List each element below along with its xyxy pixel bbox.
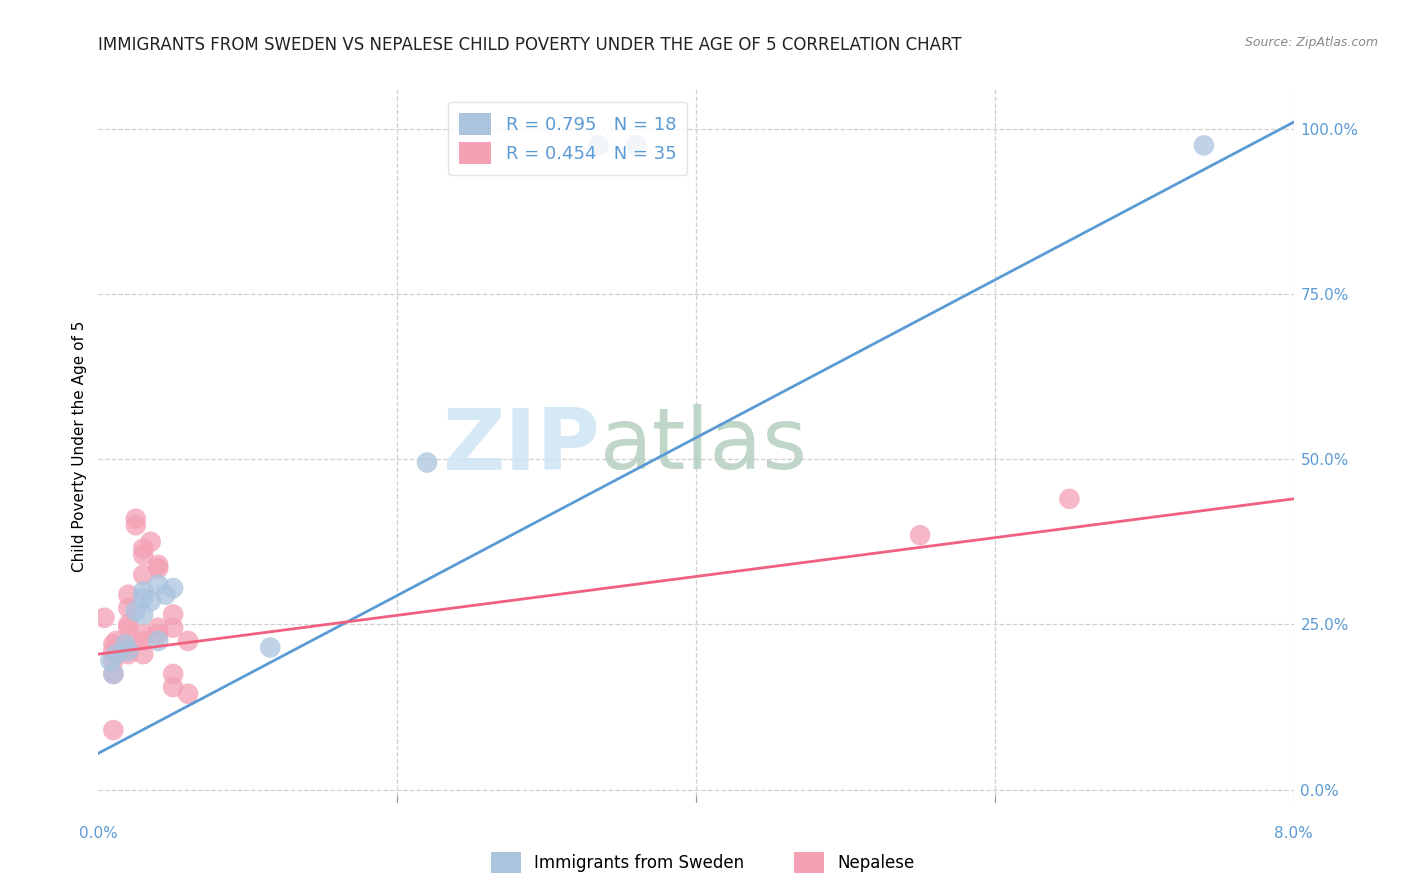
Point — [132, 647, 155, 661]
Point — [98, 654, 122, 668]
Point — [117, 617, 139, 632]
Point — [103, 723, 125, 738]
Point — [117, 637, 139, 651]
Point — [117, 647, 139, 661]
Point — [103, 667, 125, 681]
Point — [148, 627, 170, 641]
Point — [117, 644, 139, 658]
Point — [117, 588, 139, 602]
Point — [125, 511, 148, 525]
Point — [132, 591, 155, 605]
Point — [148, 558, 170, 572]
Point — [259, 640, 281, 655]
Point — [624, 138, 647, 153]
Y-axis label: Child Poverty Under the Age of 5: Child Poverty Under the Age of 5 — [72, 320, 87, 572]
Point — [1192, 138, 1215, 153]
Point — [177, 687, 200, 701]
Point — [132, 567, 155, 582]
Point — [588, 138, 610, 153]
Point — [103, 654, 125, 668]
Point — [117, 621, 139, 635]
Text: ZIP: ZIP — [443, 404, 600, 488]
Text: 0.0%: 0.0% — [79, 826, 118, 841]
Point — [132, 584, 155, 599]
Text: 8.0%: 8.0% — [1274, 826, 1313, 841]
Point — [117, 644, 139, 658]
Point — [132, 634, 155, 648]
Point — [114, 637, 136, 651]
Point — [117, 600, 139, 615]
Point — [125, 604, 148, 618]
Point — [148, 578, 170, 592]
Point — [103, 644, 125, 658]
Point — [132, 607, 155, 622]
Point — [177, 634, 200, 648]
Point — [103, 667, 125, 681]
Point — [132, 541, 155, 556]
Point — [155, 588, 177, 602]
Point — [162, 607, 184, 622]
Point — [148, 634, 170, 648]
Point — [162, 581, 184, 595]
Point — [162, 667, 184, 681]
Point — [148, 621, 170, 635]
Legend: R = 0.795   N = 18, R = 0.454   N = 35: R = 0.795 N = 18, R = 0.454 N = 35 — [449, 102, 688, 175]
Legend: Immigrants from Sweden, Nepalese: Immigrants from Sweden, Nepalese — [484, 846, 922, 880]
Point — [105, 634, 128, 648]
Point — [103, 637, 125, 651]
Point — [148, 561, 170, 575]
Point — [162, 680, 184, 694]
Point — [139, 594, 162, 608]
Point — [1059, 491, 1081, 506]
Point — [105, 647, 128, 661]
Text: atlas: atlas — [600, 404, 808, 488]
Text: IMMIGRANTS FROM SWEDEN VS NEPALESE CHILD POVERTY UNDER THE AGE OF 5 CORRELATION : IMMIGRANTS FROM SWEDEN VS NEPALESE CHILD… — [98, 36, 962, 54]
Point — [908, 528, 931, 542]
Point — [132, 627, 155, 641]
Text: Source: ZipAtlas.com: Source: ZipAtlas.com — [1244, 36, 1378, 49]
Point — [416, 456, 439, 470]
Point — [162, 621, 184, 635]
Point — [93, 611, 115, 625]
Point — [125, 518, 148, 533]
Point — [139, 534, 162, 549]
Point — [132, 548, 155, 562]
